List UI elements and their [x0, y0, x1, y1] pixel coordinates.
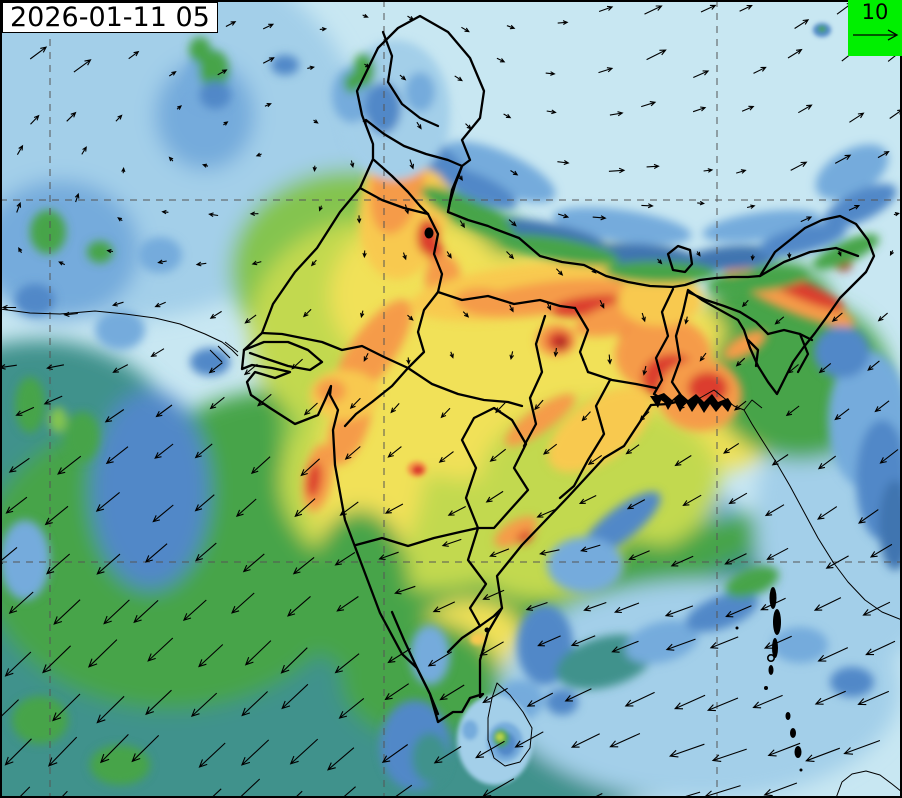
- state-line-up-bihar: [573, 306, 590, 374]
- quiver-key: 10: [848, 0, 902, 56]
- state-line-kashmir: [381, 30, 440, 128]
- india-boundaries-thick: [240, 14, 876, 724]
- state-line-karnataka-north: [354, 526, 480, 548]
- state-line-odisha-west: [558, 378, 612, 500]
- state-line-chhattisgarh-west: [522, 314, 547, 448]
- andaman-islet: [764, 686, 768, 690]
- sundarbans-delta: [650, 393, 732, 413]
- field-contours-spots: [407, 23, 831, 785]
- srilanka-coastline: [487, 682, 533, 767]
- quiver-key-arrow-icon: [853, 29, 899, 41]
- island-marks: [424, 227, 803, 772]
- state-line-telangana: [460, 406, 530, 530]
- state-line-westbengal: [652, 287, 675, 404]
- state-line-bihar-jharkhand: [586, 370, 658, 390]
- state-line-uttarakhand: [446, 164, 464, 214]
- quiver-key-value: 10: [861, 0, 889, 24]
- indus-delta-lines: [209, 341, 239, 363]
- pakistan-coastline: [0, 308, 239, 357]
- state-line-karnataka-tn: [446, 624, 482, 654]
- state-line-assam-arunachal: [758, 246, 860, 278]
- state-line-gujarat-maharashtra: [343, 366, 410, 428]
- delhi-mark: [424, 227, 434, 239]
- andaman-island: [773, 609, 781, 635]
- state-line-rajasthan-mp: [406, 290, 440, 370]
- state-line-himachal: [364, 118, 464, 168]
- andaman-island: [768, 665, 774, 675]
- state-line-assam-hills: [738, 310, 770, 336]
- india-outline: [240, 14, 876, 724]
- state-line-kerala-tn: [390, 610, 440, 716]
- state-line-tn-ap: [478, 606, 504, 628]
- nicobar-islet: [799, 768, 803, 772]
- state-line-meghalaya: [686, 290, 742, 314]
- bay-islet: [735, 626, 739, 630]
- state-line-rajasthan-gujarat: [260, 331, 410, 370]
- sumatra-coastline: [835, 770, 902, 798]
- state-line-mp-maharashtra: [406, 366, 524, 408]
- state-line-karnataka-ap: [466, 526, 488, 628]
- state-line-manipur: [766, 328, 814, 374]
- state-line-up-mp: [436, 290, 577, 310]
- state-line-haryana-up: [426, 212, 444, 294]
- timestamp-box: 2026-01-11 05: [2, 2, 218, 33]
- andaman-ring-island: [766, 653, 775, 662]
- nicobar-island: [794, 746, 802, 758]
- state-line-tripura: [746, 338, 760, 368]
- state-line-rann-kutch: [242, 340, 324, 372]
- state-line-punjab-rajasthan: [358, 186, 430, 216]
- nicobar-island: [785, 712, 791, 720]
- pondicherry-mark: [484, 627, 490, 633]
- nicobar-island: [790, 728, 796, 738]
- sikkim-outline: [666, 244, 694, 274]
- timestamp-label: 2026-01-11 05: [10, 2, 210, 33]
- state-line-punjab-haryana: [372, 158, 430, 216]
